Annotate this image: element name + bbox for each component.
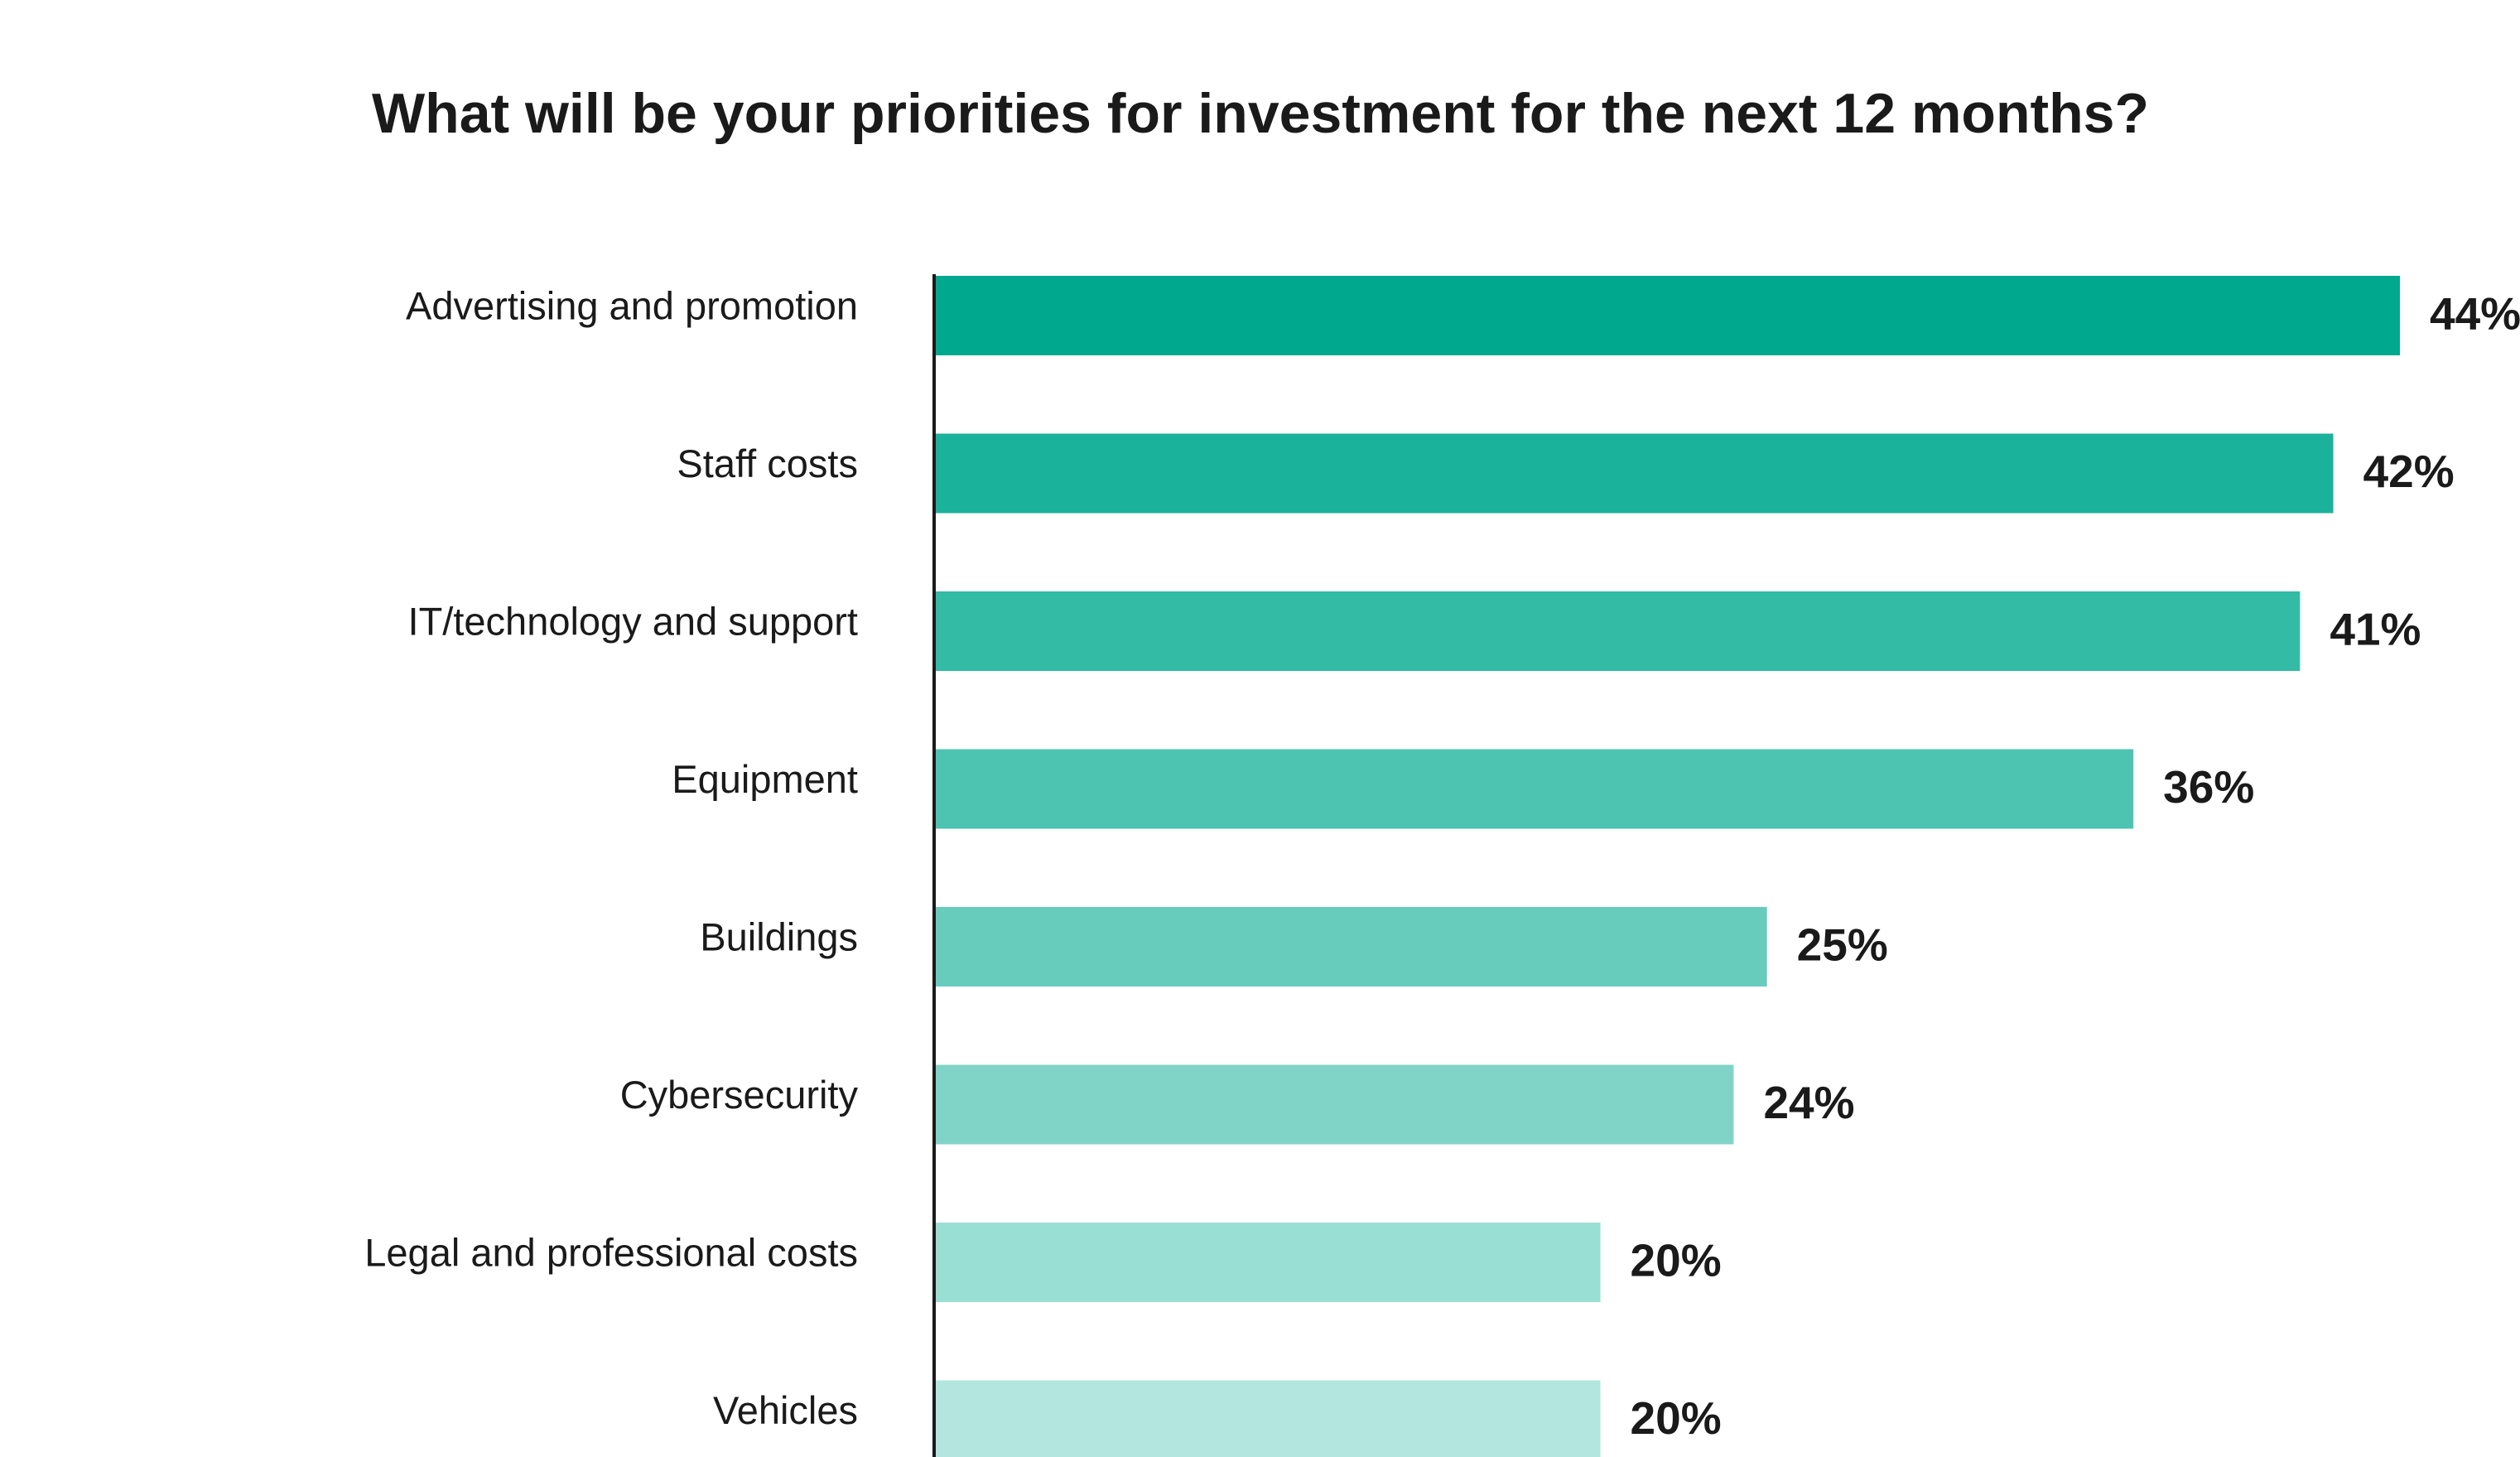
value-label: 36% xyxy=(2163,761,2254,813)
bar xyxy=(934,1223,1601,1302)
category-label: Equipment xyxy=(672,757,858,801)
value-label: 41% xyxy=(2330,604,2421,655)
bar xyxy=(934,591,2301,671)
bar xyxy=(934,1064,1734,1145)
chart-title: What will be your priorities for investm… xyxy=(372,82,2149,145)
bars-layer: Advertising and promotion 44% Staff costs 4… xyxy=(364,276,2520,1457)
value-label: 24% xyxy=(1763,1077,1854,1128)
bar xyxy=(934,749,2134,829)
value-label: 25% xyxy=(1797,919,1888,971)
category-label: Legal and professional costs xyxy=(364,1230,858,1274)
bar xyxy=(934,1380,1601,1457)
value-label: 44% xyxy=(2430,288,2520,340)
bar xyxy=(934,276,2400,355)
value-label: 20% xyxy=(1631,1235,1722,1286)
category-label: Cybersecurity xyxy=(620,1073,859,1117)
value-label: 42% xyxy=(2363,446,2455,497)
bar xyxy=(934,433,2334,514)
category-label: Advertising and promotion xyxy=(406,283,858,327)
category-label: IT/technology and support xyxy=(408,599,858,643)
bar xyxy=(934,907,1767,987)
category-label: Staff costs xyxy=(677,441,858,485)
category-label: Buildings xyxy=(700,914,858,958)
category-label: Vehicles xyxy=(713,1388,858,1432)
value-label: 20% xyxy=(1631,1392,1722,1444)
